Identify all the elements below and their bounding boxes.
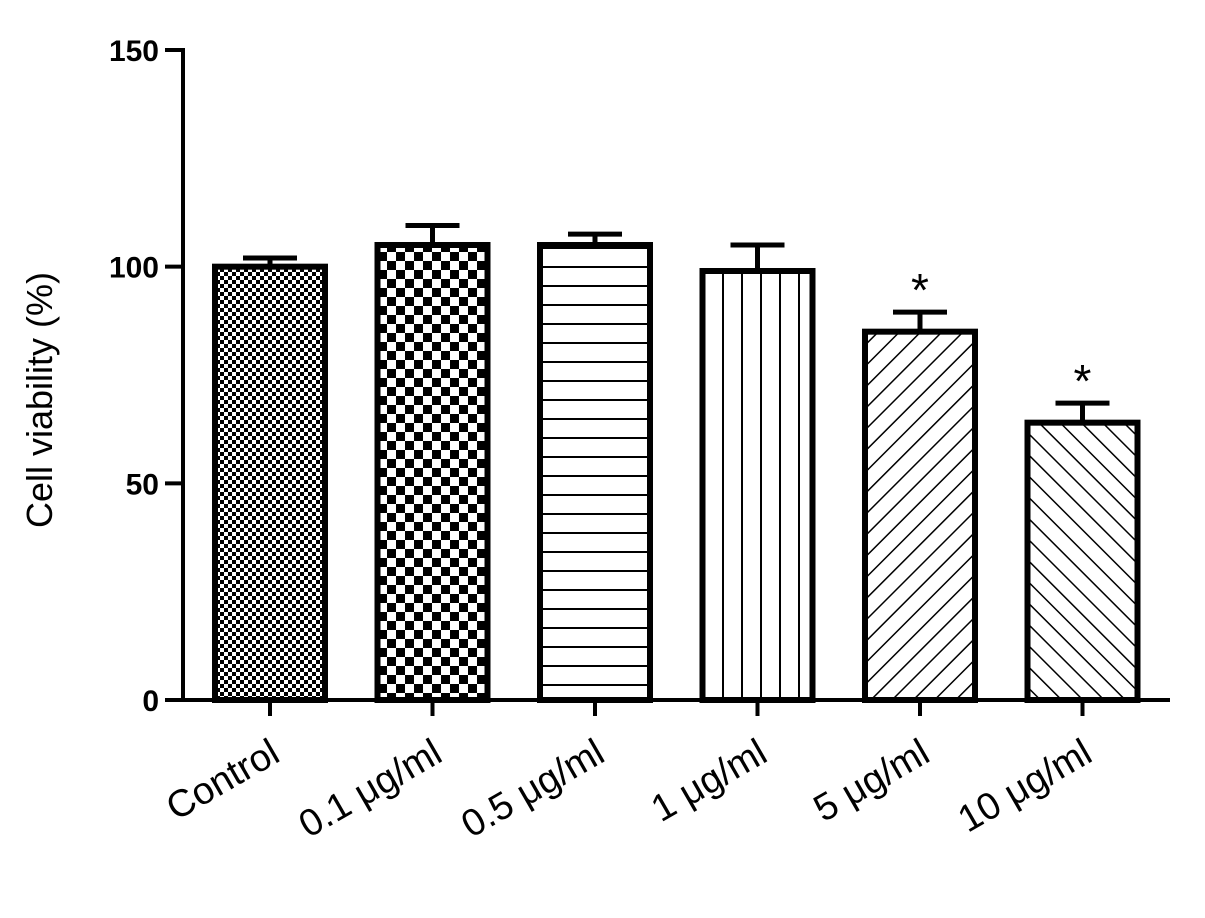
bar-2 [537, 242, 653, 703]
bar-0 [212, 263, 328, 703]
x-tick-label-2: 0.5 μg/ml [454, 731, 611, 846]
y-tick-label-0: 0 [142, 685, 159, 718]
x-tick-label-4: 5 μg/ml [807, 731, 937, 830]
bar-4 [862, 328, 978, 703]
bars-layer: ** [212, 223, 1141, 703]
bar-3 [699, 268, 816, 703]
x-tick-label-5: 10 μg/ml [951, 731, 1099, 841]
y-tick-label-2: 100 [109, 252, 159, 285]
bar-5 [1024, 419, 1141, 703]
significance-marker-4: * [911, 264, 929, 316]
significance-marker-5: * [1074, 355, 1092, 407]
bar-1 [374, 242, 491, 703]
x-tick-label-1: 0.1 μg/ml [292, 731, 449, 846]
x-tick-label-0: Control [159, 731, 286, 829]
y-tick-label-1: 50 [126, 468, 159, 501]
y-axis-label: Cell viability (%) [19, 272, 60, 528]
y-tick-label-3: 150 [109, 35, 159, 68]
x-tick-label-3: 1 μg/ml [644, 731, 774, 830]
